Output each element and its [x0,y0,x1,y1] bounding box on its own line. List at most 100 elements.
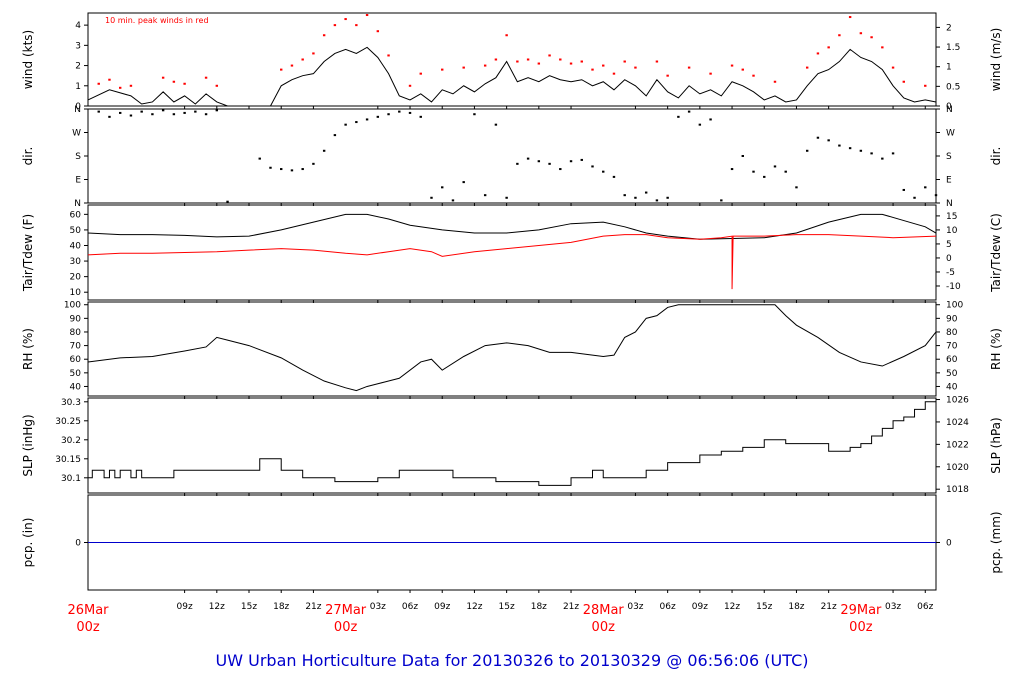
series-dir-0-point [666,196,669,199]
series-dir-0-point [902,188,905,191]
x-tick-label: 09z [177,602,193,612]
y-tick-label-right: 90 [946,314,958,324]
series-wind-1-point [580,60,583,63]
y-tick-label-right: -10 [946,282,961,292]
series-wind-1-point [881,46,884,49]
series-dir-0-point [322,149,326,152]
series-dir-0-point [430,196,433,199]
panel-frame [87,397,937,494]
y-tick-label-right: 1026 [946,396,969,406]
y-tick-label-left: 30 [70,257,82,267]
day-sub-label: 00z [334,620,358,635]
series-wind-1-point [709,72,712,75]
series-wind-1-point [838,34,841,37]
series-dir-0-point [108,115,111,118]
y-tick-label-left: 1 [75,82,81,92]
y-tick-label-left: N [74,105,81,115]
series-wind-1-point [183,82,186,85]
series-wind-1-point [387,54,390,57]
series-dir-0-point [891,152,895,155]
day-label: 29Mar [840,603,882,618]
series-wind-1-point [505,34,508,37]
series-temp-1-line [87,234,937,290]
series-dir-0-point [226,200,229,203]
panel-rh: 40 50 60 70 80 90 100 40 50 60 70 80 90 100 RH (%) RH (… [21,301,1003,399]
y-tick-label-right: 80 [946,328,958,338]
series-wind-1-point [280,68,283,71]
series-dir-0-point [387,113,390,116]
series-wind-1-point [215,84,219,87]
y-tick-label-left: 20 [70,273,82,283]
series-dir-0-point [591,165,594,168]
x-tick-label: 09z [434,602,450,612]
series-dir-0-point [419,115,422,118]
series-wind-1-point [891,66,895,69]
series-wind-1-point [634,66,637,69]
series-wind-1-point [730,64,734,67]
series-wind-1-point [848,16,852,19]
x-tick-label: 06z [402,602,418,612]
series-dir-0-point [720,199,723,202]
y-tick-label-right: 0 [946,254,952,264]
x-tick-label: 03z [885,602,901,612]
series-wind-1-point [827,46,830,49]
y-tick-label-right: E [946,176,952,186]
y-tick-label-left: 30.3 [61,398,81,408]
y-tick-label-right: 2 [946,23,952,33]
series-rh-0-line [87,304,937,392]
panel-frame [87,301,937,397]
series-dir-0-point [398,110,401,113]
series-dir-0-point [580,158,583,161]
series-dir-0-point [537,160,541,163]
series-dir-0-point [119,111,122,114]
series-wind-1-point [483,64,487,67]
y-tick-label-left: 60 [70,355,82,365]
series-wind-1-point [290,64,294,67]
series-dir-0-point [644,191,648,194]
y-axis-label-right: pcp. (mm) [989,511,1003,573]
panel-frame [87,108,937,204]
y-axis-label-left: pcp. (in) [21,518,35,568]
y-tick-label-right: 10 [946,226,958,236]
y-tick-label-right: 0.5 [946,82,960,92]
series-dir-0-point [773,165,777,168]
series-dir-0-point [602,170,605,173]
series-dir-0-point [859,149,863,152]
series-dir-0-point [612,175,616,178]
day-sub-label: 00z [592,620,616,635]
series-wind-1-point [591,68,594,71]
series-wind-1-point [548,54,551,57]
y-tick-label-right: 60 [946,355,958,365]
panel-temp: 10 20 30 40 50 60 -10 -5 0 5 10 15 Tair/Tdew (F) Tair… [21,204,1003,303]
y-tick-label-right: 1024 [946,418,969,428]
series-dir-0-point [913,196,916,199]
series-dir-0-point [569,160,573,163]
series-wind-1-point [365,14,369,17]
series-wind-1-point [687,66,691,69]
series-wind-1-point [333,24,337,27]
panel-slp: 30.1 30.15 30.2 30.25 30.3 1018 1020 1022 1024 10… [21,396,1003,496]
series-wind-1-point [805,66,809,69]
y-tick-label-right: 100 [946,301,963,311]
series-dir-0-point [451,199,455,202]
series-dir-0-point [655,199,659,202]
x-tick-label: 18z [788,602,804,612]
series-wind-1-point [655,60,659,63]
series-dir-0-point [838,144,841,147]
day-label: 27Mar [325,603,367,618]
y-tick-label-left: 50 [70,369,82,379]
series-wind-1-point [161,76,165,79]
series-dir-0-point [634,196,637,199]
y-tick-label-left: 60 [70,210,82,220]
series-wind-1-point [924,84,927,87]
x-tick-label: 06z [660,602,676,612]
series-wind-1-point [204,76,208,79]
series-dir-0-point [516,162,519,165]
series-wind-1-point [441,68,444,71]
y-tick-label-right: N [946,105,953,115]
series-dir-0-point [204,113,208,116]
y-axis-label-right: Tair/Tdew (C) [989,213,1003,293]
series-dir-0-point [784,170,787,173]
series-dir-0-point [215,109,219,112]
